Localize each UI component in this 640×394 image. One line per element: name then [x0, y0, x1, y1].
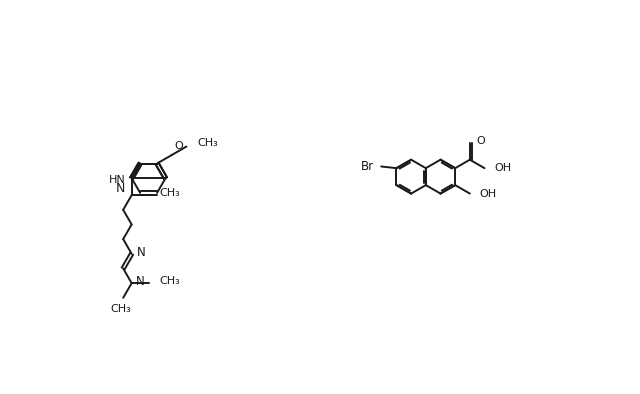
Text: CH₃: CH₃ [159, 188, 180, 198]
Text: CH₃: CH₃ [197, 138, 218, 149]
Text: N: N [136, 275, 144, 288]
Text: N: N [116, 182, 125, 195]
Text: HN: HN [109, 175, 125, 185]
Text: O: O [175, 141, 184, 151]
Text: N: N [137, 246, 146, 259]
Text: O: O [476, 136, 484, 146]
Text: Br: Br [360, 160, 374, 173]
Text: OH: OH [495, 163, 511, 173]
Text: CH₃: CH₃ [111, 304, 131, 314]
Text: OH: OH [480, 189, 497, 199]
Text: CH₃: CH₃ [159, 276, 180, 286]
